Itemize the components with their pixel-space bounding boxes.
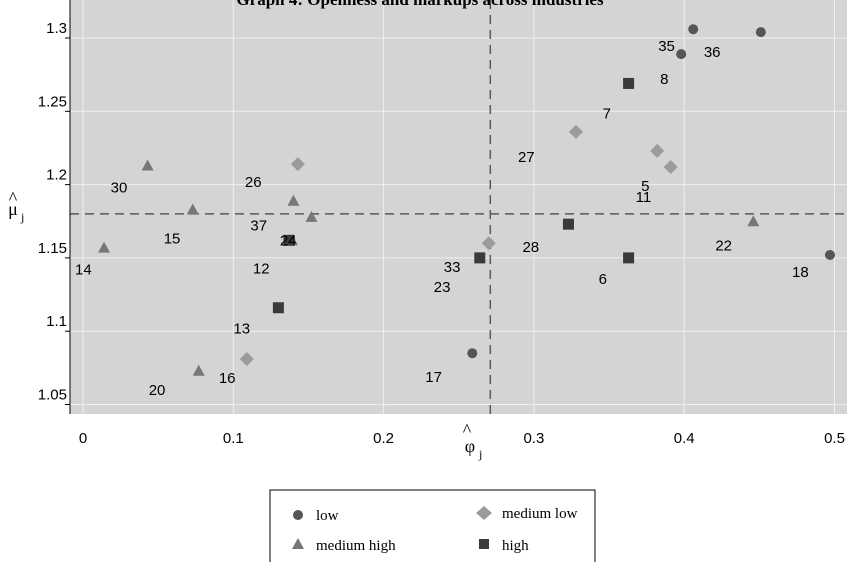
- point-label: 12: [253, 260, 270, 277]
- x-tick-label: 0.1: [223, 430, 244, 447]
- point-medium-low: [239, 352, 254, 367]
- legend-marker-medium-low: [476, 506, 492, 520]
- y-tick-label: 1.1: [46, 313, 67, 330]
- point-low: [755, 27, 766, 38]
- point-label: 36: [704, 44, 721, 61]
- reference-lines: [70, 0, 847, 414]
- point-label: 22: [715, 237, 732, 254]
- point-medium-low: [568, 124, 583, 139]
- point-high: [623, 252, 635, 264]
- x-axis-label: ^ φ j: [463, 420, 483, 461]
- plot-area: [70, 0, 847, 414]
- legend-label-high: high: [502, 538, 529, 554]
- chart-title: Graph 4: Openness and markups across ind…: [236, 0, 604, 9]
- x-tick-label: 0.3: [523, 430, 544, 447]
- point-label: 8: [660, 71, 668, 88]
- point-high: [283, 234, 295, 246]
- point-label: 6: [599, 271, 607, 288]
- point-low: [824, 249, 835, 260]
- point-label: 20: [149, 382, 166, 399]
- point-label: 17: [425, 369, 442, 386]
- point-high: [562, 218, 574, 230]
- y-axis-symbol: μ: [8, 199, 18, 219]
- legend-marker-medium-high: [292, 538, 304, 549]
- point-medium-low: [481, 236, 496, 251]
- x-axis-subscript: j: [478, 447, 482, 461]
- y-axis-label: ^ μ j: [8, 188, 24, 224]
- point-label: 13: [233, 321, 250, 338]
- point-medium-high: [141, 159, 154, 171]
- x-tick-label: 0.5: [824, 430, 845, 447]
- point-label: 33: [444, 259, 461, 276]
- point-label: 37: [250, 218, 267, 235]
- point-medium-low: [290, 157, 305, 172]
- point-label: 35: [658, 38, 675, 55]
- point-label: 11: [636, 189, 652, 206]
- x-tick-label: 0.2: [373, 430, 394, 447]
- y-axis-subscript: j: [20, 210, 24, 224]
- x-tick-label: 0.4: [674, 430, 695, 447]
- point-medium-low: [650, 143, 665, 158]
- point-low: [676, 49, 687, 60]
- y-tick-label: 1.25: [38, 93, 67, 110]
- point-low: [688, 24, 699, 35]
- point-label: 5: [641, 178, 649, 195]
- point-label: 23: [434, 279, 451, 296]
- x-tick-label: 0: [79, 430, 87, 447]
- point-medium-high: [192, 364, 205, 376]
- y-tick-label: 1.15: [38, 240, 67, 257]
- ticks: 0 0.1 0.2 0.3 0.4 0.5 1.05 1.1 1.15 1.2 1.25 1.3: [38, 20, 845, 447]
- legend: low medium low medium high high: [269, 489, 596, 562]
- point-labels: 35 36 18 17 27 511 26 33 16 30 15 14 37 24 22 20 7 6 28 23 1…: [75, 38, 809, 399]
- data-points: [98, 24, 835, 376]
- point-label: 24: [280, 232, 297, 249]
- point-high: [623, 77, 635, 89]
- point-label: 30: [111, 180, 128, 197]
- point-label: 27: [518, 149, 535, 166]
- x-axis-symbol: φ: [465, 436, 475, 456]
- point-label: 14: [75, 262, 92, 279]
- x-axis-hat: ^: [463, 420, 472, 440]
- point-label: 28: [522, 239, 539, 256]
- point-label: 16: [219, 370, 236, 387]
- point-low: [467, 348, 478, 359]
- y-tick-label: 1.3: [46, 20, 67, 37]
- y-axis-hat: ^: [9, 188, 18, 208]
- point-medium-high: [186, 203, 199, 215]
- point-label: 7: [603, 105, 611, 122]
- point-medium-high: [287, 194, 300, 206]
- legend-label-medium-high: medium high: [316, 538, 396, 554]
- y-tick-label: 1.2: [46, 167, 67, 184]
- y-tick-label: 1.05: [38, 387, 67, 404]
- legend-label-medium-low: medium low: [502, 506, 578, 522]
- point-high: [474, 252, 486, 264]
- point-medium-low: [663, 160, 678, 175]
- grid: [70, 0, 847, 414]
- legend-label-low: low: [316, 508, 339, 524]
- point-high: [272, 302, 284, 314]
- point-medium-high: [747, 215, 760, 227]
- legend-marker-high: [479, 539, 489, 549]
- point-label: 15: [164, 231, 181, 248]
- point-label: 26: [245, 174, 262, 191]
- point-medium-high: [98, 241, 111, 253]
- legend-marker-low: [293, 510, 303, 520]
- point-label: 18: [792, 264, 809, 281]
- legend-box: [269, 489, 596, 562]
- point-medium-high: [305, 210, 318, 222]
